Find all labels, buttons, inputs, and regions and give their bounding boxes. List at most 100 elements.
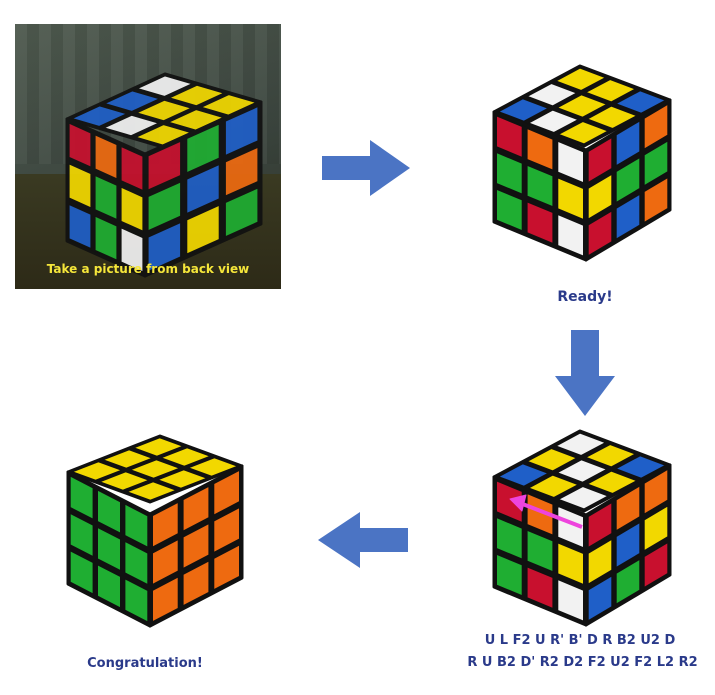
right-sticker [643,177,669,223]
left-sticker [94,215,118,261]
right-sticker [643,140,669,187]
top-sticker [555,432,606,456]
left-sticker [557,579,584,622]
left-sticker [68,163,92,209]
left-sticker [496,480,523,523]
top-sticker [126,481,177,501]
top-sticker [556,94,608,118]
left-sticker [120,227,144,273]
right-sticker [643,542,669,588]
top-sticker [555,67,606,91]
top-sticker [615,90,666,114]
left-sticker [69,550,94,595]
right-sticker [182,485,210,532]
top-sticker [586,470,638,494]
right-sticker [213,507,240,553]
left-sticker [496,517,523,560]
right-sticker [213,544,240,591]
left-sticker [557,177,584,220]
move-hint-arrow [519,501,583,529]
arrow-down-icon [555,330,615,416]
left-sticker [69,512,94,558]
top-sticker [615,455,666,479]
right-sticker [147,222,182,272]
top-sticker [556,459,608,483]
right-sticker [147,181,182,232]
top-sticker [136,99,192,122]
right-sticker [152,501,179,548]
top-sticker [133,437,184,457]
left-sticker [557,140,584,184]
left-sticker [94,134,118,180]
top-sticker [586,105,638,129]
arrow-right-icon [322,140,410,196]
right-sticker [186,123,220,174]
left-sticker [120,146,144,191]
solution-moves-line-1: U L F2 U R' B' D R B2 U2 D [484,633,676,648]
top-sticker [102,449,153,469]
top-sticker [526,83,578,107]
left-sticker [557,542,584,585]
top-sticker [104,90,160,112]
top-sticker [188,457,238,477]
right-sticker [224,106,259,156]
left-sticker [526,566,554,609]
right-sticker [615,558,641,605]
left-sticker [97,564,121,609]
top-sticker [558,121,609,145]
solution-moves-line-2: R U B2 D' R2 D2 F2 U2 F2 L2 R2 [467,655,698,670]
top-sticker [528,474,579,498]
left-sticker [496,115,523,158]
photo-cube-body [65,72,263,278]
right-sticker [615,120,641,167]
left-sticker [496,152,523,195]
right-sticker [587,137,613,183]
move-hint-arrowhead-icon [509,494,527,512]
right-sticker [152,576,179,623]
right-sticker [186,204,220,255]
top-sticker [157,469,208,489]
right-sticker [587,210,613,257]
left-sticker [526,164,554,208]
right-sticker [615,485,641,532]
right-sticker [224,187,259,238]
photo-cube [65,72,263,278]
top-sticker [528,109,579,133]
left-sticker [69,475,94,520]
arrow-left-icon [318,512,408,568]
top-sticker [137,75,193,97]
right-sticker [213,469,240,516]
left-sticker [120,186,144,232]
top-sticker [130,459,180,479]
top-sticker [160,447,211,467]
top-sticker [71,105,127,127]
right-sticker [643,505,669,552]
left-sticker [124,503,149,548]
right-sticker [224,146,259,197]
ready-label: Ready! [557,289,613,305]
top-sticker [99,471,150,491]
top-sticker [169,84,225,107]
right-sticker [615,522,641,568]
left-sticker [526,128,554,171]
right-sticker [186,164,220,214]
left-sticker [557,214,584,257]
right-sticker [182,523,210,569]
cube-solved [66,434,244,628]
right-sticker [182,560,210,607]
top-sticker [585,79,636,103]
top-sticker [558,486,609,510]
top-sticker [103,114,159,137]
cube-solving [492,429,672,627]
left-sticker [68,204,92,249]
right-sticker [587,173,613,220]
right-sticker [587,502,613,548]
left-sticker [526,201,554,244]
right-sticker [643,468,669,515]
left-sticker [124,540,149,586]
left-sticker [557,505,584,549]
left-sticker [124,578,149,623]
right-sticker [152,539,179,585]
photo-caption: Take a picture from back view [46,262,250,276]
cube-photo: Take a picture from back view [15,24,281,289]
